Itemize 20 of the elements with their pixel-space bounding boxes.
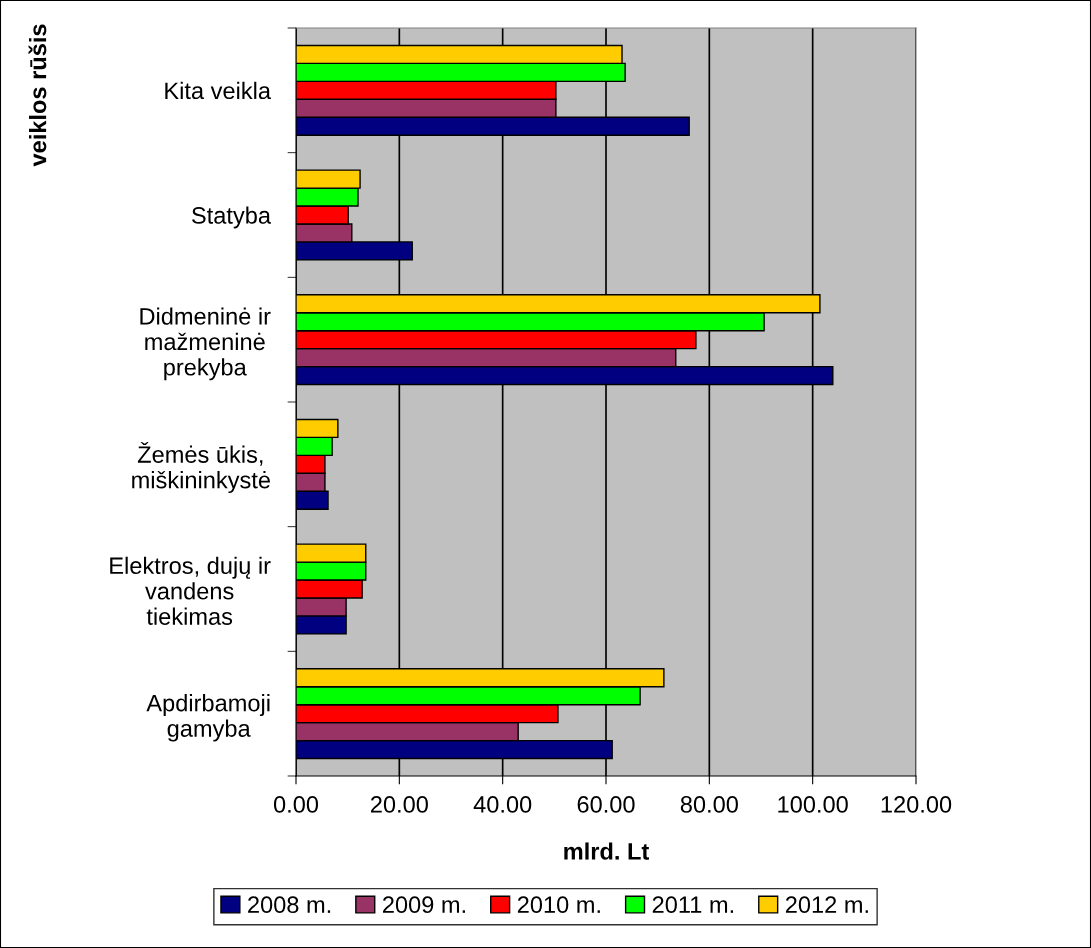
legend-label: 2010 m. xyxy=(517,896,600,914)
y-tick-label: Didmeninė ir mažmeninė prekyba xyxy=(140,307,271,381)
x-tick-label: 100.00 xyxy=(778,796,848,813)
x-tick-label: 40.00 xyxy=(473,796,532,813)
y-tick-label: Apdirbamoji gamyba xyxy=(146,694,270,742)
y-tick-label: Kita veikla xyxy=(165,81,271,100)
legend-label: 2009 m. xyxy=(383,896,465,914)
x-tick-label: 80.00 xyxy=(680,796,738,813)
y-tick-label: Statyba xyxy=(192,206,271,229)
legend-label: 2011 m. xyxy=(652,896,734,914)
x-tick-label: 0.00 xyxy=(273,796,319,813)
legend-label: 2012 m. xyxy=(785,896,868,914)
x-axis-title: mlrd. Lt xyxy=(564,842,649,860)
x-tick-label: 120.00 xyxy=(881,796,952,813)
legend-label: 2008 m. xyxy=(248,896,331,914)
y-axis-title: veiklos rūšis xyxy=(28,24,47,167)
y-tick-label: Žemės ūkis, miškininkystė xyxy=(132,442,270,494)
x-tick-label: 20.00 xyxy=(370,796,428,813)
x-tick-label: 60.00 xyxy=(577,796,635,813)
y-tick-label: Elektros, dujų ir vandens tiekimas xyxy=(110,556,271,625)
